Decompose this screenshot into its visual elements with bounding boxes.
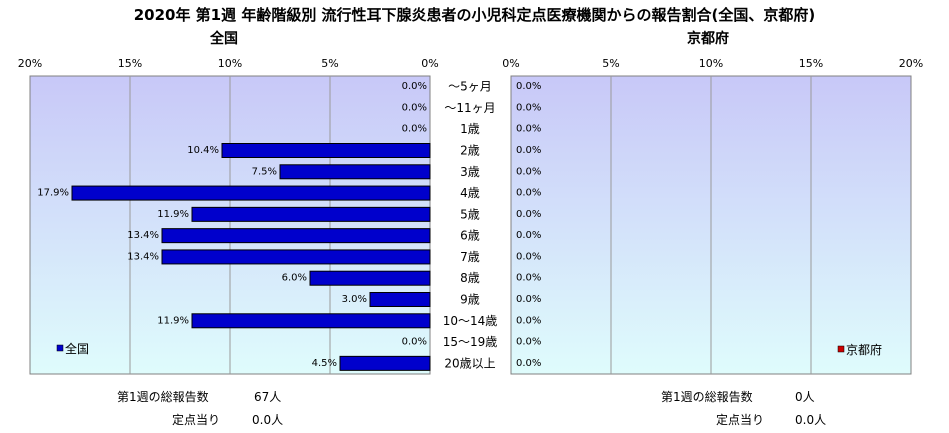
national-data-label: 13.4% <box>127 230 159 241</box>
national-data-label: 4.5% <box>312 358 337 369</box>
kyoto-tick-label: 20% <box>899 57 923 70</box>
national-per-site-label: 定点当り <box>172 413 221 427</box>
category-label: ～11ヶ月 <box>444 101 495 115</box>
national-per-site-value: 0.0人 <box>252 413 284 427</box>
kyoto-legend-label: 京都府 <box>846 342 882 357</box>
kyoto-tick-label: 5% <box>602 57 619 70</box>
national-total-value: 67人 <box>254 390 282 404</box>
national-total-label: 第1週の総報告数 <box>117 390 209 404</box>
national-data-label: 0.0% <box>402 81 427 92</box>
national-bar <box>369 292 431 307</box>
category-label: 8歳 <box>460 271 480 285</box>
category-label: 1歳 <box>460 122 480 136</box>
kyoto-total-label: 第1週の総報告数 <box>661 390 753 404</box>
national-legend-label: 全国 <box>65 341 89 356</box>
national-data-label: 0.0% <box>402 124 427 135</box>
category-label: 2歳 <box>460 144 480 158</box>
kyoto-tick-label: 0% <box>502 57 519 70</box>
kyoto-data-label: 0.0% <box>516 102 541 113</box>
kyoto-data-label: 0.0% <box>516 81 541 92</box>
national-tick-label: 20% <box>18 57 42 70</box>
national-data-label: 17.9% <box>37 188 69 199</box>
kyoto-data-label: 0.0% <box>516 294 541 305</box>
national-legend-swatch <box>56 344 64 352</box>
category-label: 20歳以上 <box>444 356 495 370</box>
national-bar <box>191 313 431 329</box>
kyoto-per-site-value: 0.0人 <box>795 413 827 427</box>
category-label: 10～14歳 <box>443 314 498 328</box>
national-bar <box>191 206 431 222</box>
national-bar <box>161 249 431 265</box>
national-bar <box>71 185 431 201</box>
national-bar <box>161 228 431 244</box>
kyoto-tick-label: 10% <box>699 57 723 70</box>
national-tick-label: 15% <box>118 57 142 70</box>
category-label: 7歳 <box>460 250 480 264</box>
national-bar <box>279 164 431 180</box>
national-subtitle: 全国 <box>210 31 238 47</box>
kyoto-data-label: 0.0% <box>516 166 541 177</box>
national-bar <box>309 270 431 286</box>
national-bar <box>221 143 431 158</box>
kyoto-tick-label: 15% <box>799 57 823 70</box>
kyoto-data-label: 0.0% <box>516 273 541 284</box>
national-tick-label: 0% <box>421 57 438 70</box>
kyoto-per-site-label: 定点当り <box>716 413 765 427</box>
national-data-label: 6.0% <box>282 273 307 284</box>
national-data-label: 0.0% <box>402 337 427 348</box>
kyoto-total-value: 0人 <box>795 390 815 404</box>
national-data-label: 10.4% <box>187 145 219 156</box>
national-data-label: 11.9% <box>157 315 189 326</box>
kyoto-legend-swatch <box>837 345 845 353</box>
kyoto-data-label: 0.0% <box>516 188 541 199</box>
category-label: 4歳 <box>460 186 480 200</box>
kyoto-data-label: 0.0% <box>516 358 541 369</box>
kyoto-data-label: 0.0% <box>516 251 541 262</box>
category-label: ～5ヶ月 <box>448 80 492 94</box>
national-data-label: 0.0% <box>402 102 427 113</box>
national-tick-label: 10% <box>218 57 242 70</box>
chart-title: 2020年 第1週 年齢階級別 流行性耳下腺炎患者の小児科定点医療機関からの報告… <box>133 6 816 24</box>
national-data-label: 13.4% <box>127 251 159 262</box>
national-data-label: 3.0% <box>342 294 367 305</box>
category-label: 15～19歳 <box>443 335 498 349</box>
category-label: 9歳 <box>460 293 480 307</box>
kyoto-data-label: 0.0% <box>516 337 541 348</box>
category-label: 6歳 <box>460 229 480 243</box>
kyoto-data-label: 0.0% <box>516 230 541 241</box>
national-tick-label: 5% <box>321 57 338 70</box>
kyoto-data-label: 0.0% <box>516 145 541 156</box>
kyoto-data-label: 0.0% <box>516 315 541 326</box>
kyoto-data-label: 0.0% <box>516 124 541 135</box>
kyoto-subtitle: 京都府 <box>687 31 729 47</box>
national-data-label: 7.5% <box>252 166 277 177</box>
kyoto-data-label: 0.0% <box>516 209 541 220</box>
national-bar <box>339 355 431 371</box>
category-label: 5歳 <box>460 207 480 221</box>
national-data-label: 11.9% <box>157 209 189 220</box>
category-label: 3歳 <box>460 165 480 179</box>
